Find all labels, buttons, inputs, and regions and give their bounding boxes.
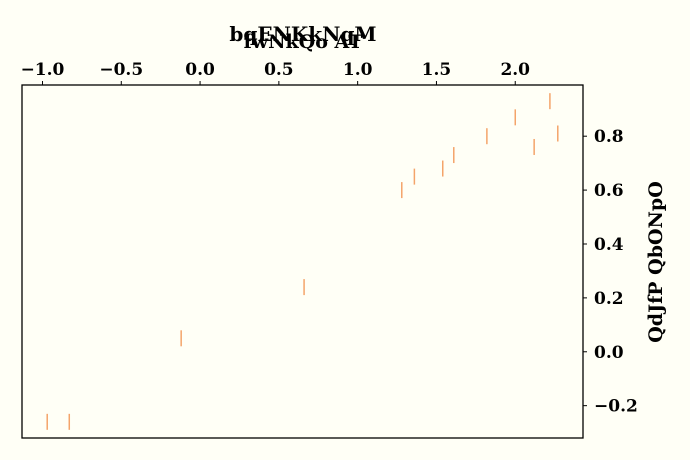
y-axis: −0.2 0.0 0.2 0.4 0.6 0.8 [583,127,638,417]
x-axis: −1.0 −0.5 0.0 0.5 1.0 1.5 2.0 [21,60,530,85]
y-tick-label: 0.2 [594,289,624,309]
y-tick-label: 0.6 [594,181,624,201]
y-tick-label: 0.8 [594,127,624,147]
x-tick-label: −1.0 [21,60,65,80]
y-tick-label: 0.0 [594,343,624,363]
x-axis-title: fwNkQo AT [244,31,363,53]
plot-frame [21,84,584,439]
chart-title: bqENKkNqM [229,22,376,46]
y-tick-label: 0.4 [594,235,624,255]
data-points [46,93,559,430]
x-tick-label: 1.0 [343,60,373,80]
x-tick-label: 1.5 [422,60,452,80]
x-tick-label: 0.5 [264,60,294,80]
x-tick-label: −0.5 [99,60,143,80]
plot-border [21,84,584,439]
y-axis-title: QdJfP QbONpO [645,181,667,343]
y-tick-label: −0.2 [594,397,638,417]
x-tick-label: 0.0 [185,60,215,80]
x-tick-label: 2.0 [500,60,530,80]
